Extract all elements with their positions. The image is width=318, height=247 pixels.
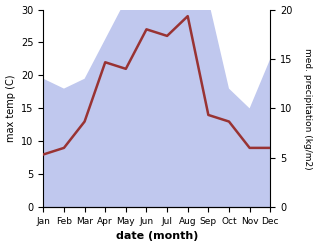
X-axis label: date (month): date (month): [116, 231, 198, 242]
Y-axis label: med. precipitation (kg/m2): med. precipitation (kg/m2): [303, 48, 313, 169]
Y-axis label: max temp (C): max temp (C): [5, 75, 16, 142]
